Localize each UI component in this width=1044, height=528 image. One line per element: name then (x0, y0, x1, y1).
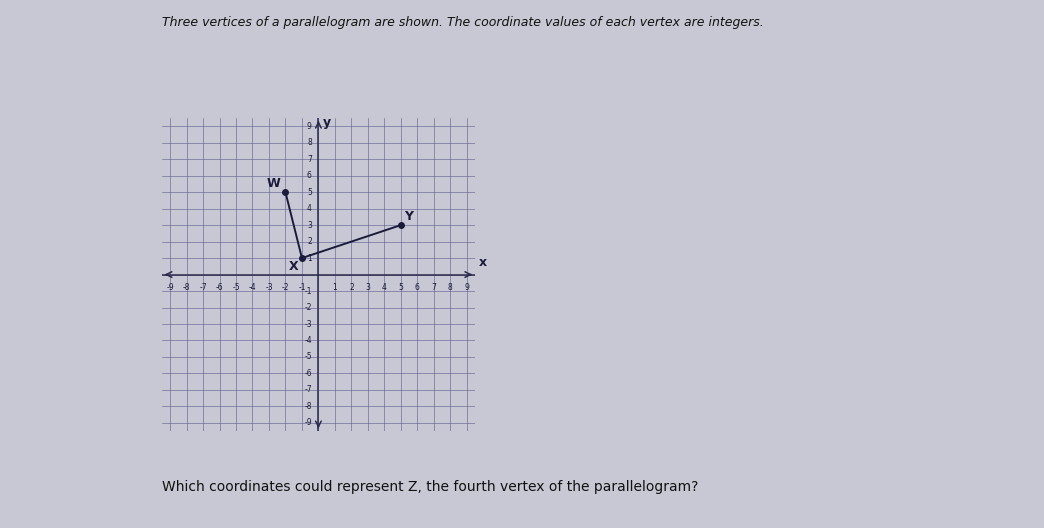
Text: -9: -9 (304, 418, 312, 428)
Text: -5: -5 (232, 283, 240, 292)
Text: 1: 1 (307, 253, 312, 262)
Text: -3: -3 (265, 283, 272, 292)
Text: 5: 5 (399, 283, 403, 292)
Text: Which coordinates could represent Z, the fourth vertex of the parallelogram?: Which coordinates could represent Z, the… (162, 480, 698, 495)
Text: 8: 8 (307, 138, 312, 147)
Text: -1: -1 (299, 283, 306, 292)
Text: Y: Y (404, 211, 413, 223)
Text: Three vertices of a parallelogram are shown. The coordinate values of each verte: Three vertices of a parallelogram are sh… (162, 16, 763, 29)
Text: -2: -2 (282, 283, 289, 292)
Text: -6: -6 (304, 369, 312, 378)
Text: 3: 3 (365, 283, 371, 292)
Text: X: X (289, 260, 299, 273)
Text: -5: -5 (304, 353, 312, 362)
Text: W: W (267, 177, 281, 191)
Text: -1: -1 (305, 287, 312, 296)
Text: 6: 6 (414, 283, 420, 292)
Text: 8: 8 (448, 283, 453, 292)
Text: -8: -8 (305, 402, 312, 411)
Text: -8: -8 (183, 283, 190, 292)
Text: 3: 3 (307, 221, 312, 230)
Text: 2: 2 (307, 237, 312, 246)
Text: 7: 7 (307, 155, 312, 164)
Text: 2: 2 (349, 283, 354, 292)
Text: -6: -6 (216, 283, 223, 292)
Text: -4: -4 (304, 336, 312, 345)
Text: 6: 6 (307, 171, 312, 180)
Text: x: x (478, 256, 487, 269)
Text: -3: -3 (304, 319, 312, 328)
Text: -2: -2 (305, 303, 312, 312)
Text: -4: -4 (248, 283, 256, 292)
Text: 1: 1 (333, 283, 337, 292)
Text: 5: 5 (307, 187, 312, 196)
Text: 9: 9 (307, 121, 312, 131)
Text: 9: 9 (465, 283, 469, 292)
Text: -7: -7 (304, 385, 312, 394)
Text: 4: 4 (382, 283, 386, 292)
Text: 4: 4 (307, 204, 312, 213)
Text: 7: 7 (431, 283, 436, 292)
Text: -7: -7 (199, 283, 207, 292)
Text: -9: -9 (166, 283, 174, 292)
Text: y: y (323, 116, 331, 129)
